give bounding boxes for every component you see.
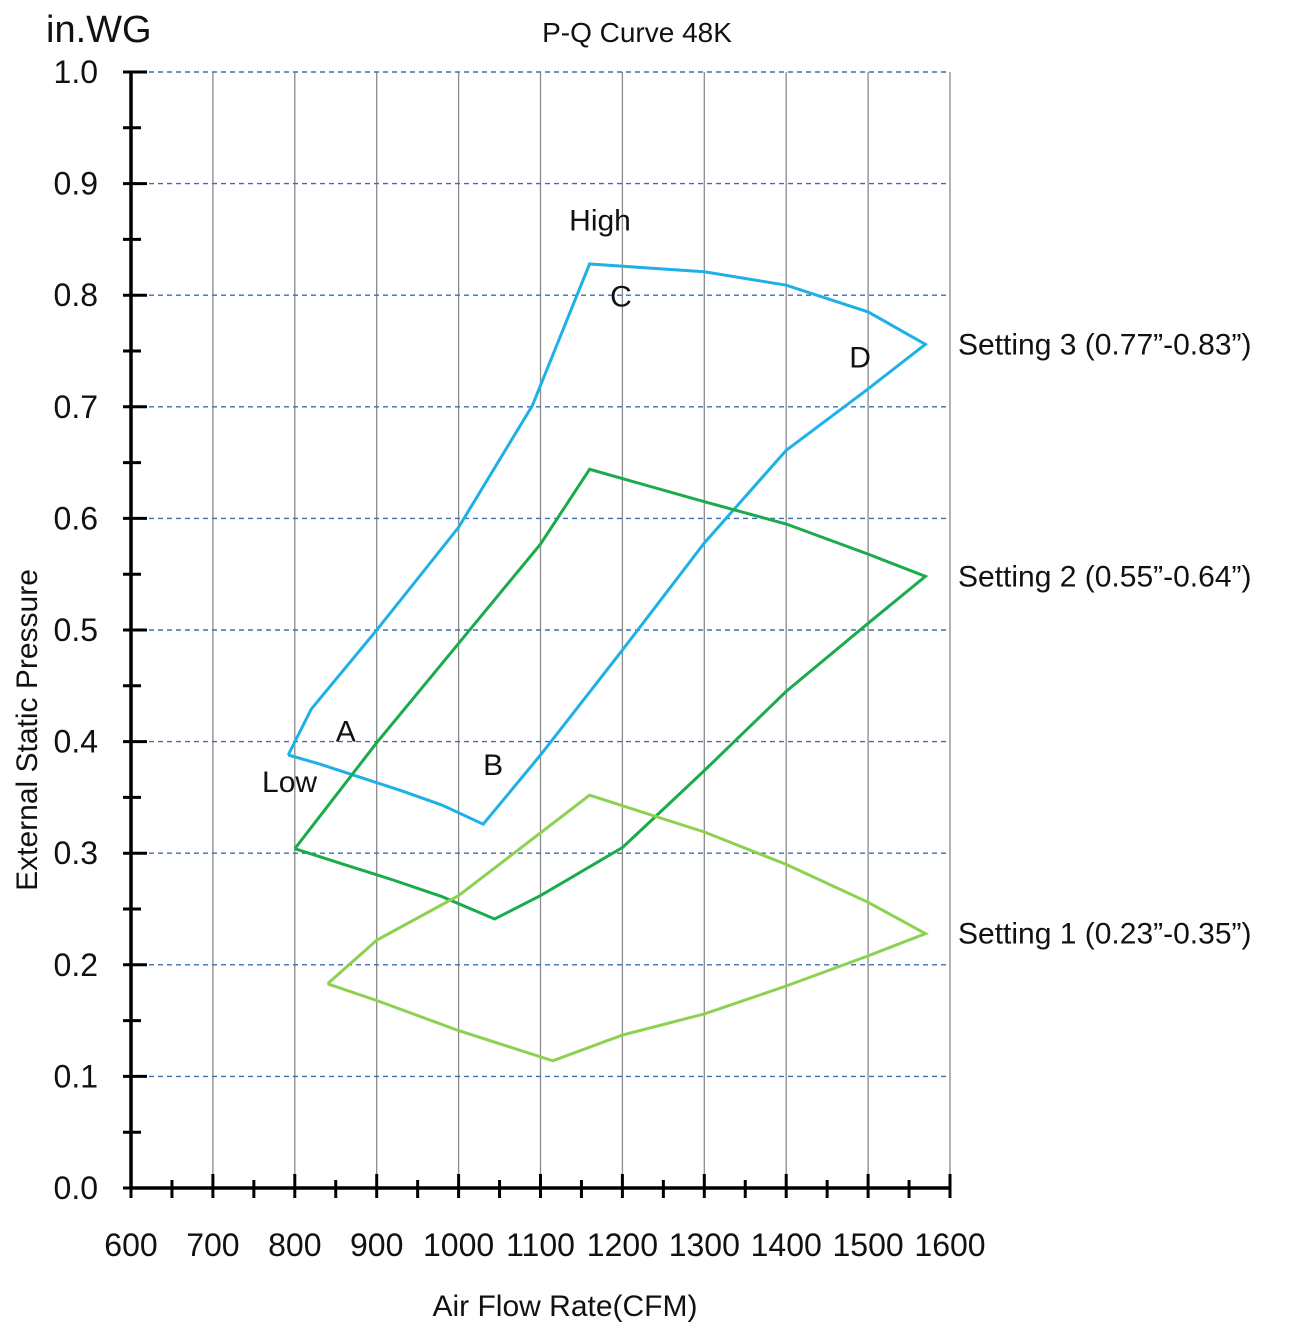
x-tick-label: 1500 bbox=[833, 1227, 904, 1263]
series-line-setting-2 bbox=[293, 467, 929, 921]
axis-layer bbox=[123, 70, 952, 1198]
x-tick-label: 800 bbox=[268, 1227, 321, 1263]
y-tick-label: 0.3 bbox=[54, 835, 98, 871]
y-tick-label: 0.0 bbox=[54, 1170, 98, 1206]
text-layer: in.WG P-Q Curve 48K Air Flow Rate(CFM) E… bbox=[11, 9, 1251, 1323]
x-tick-label: 1100 bbox=[506, 1227, 575, 1263]
annotation-high: High bbox=[569, 204, 631, 237]
x-axis-title: Air Flow Rate(CFM) bbox=[432, 1290, 697, 1323]
x-tick-label: 1300 bbox=[669, 1227, 740, 1263]
x-tick-label: 1400 bbox=[751, 1227, 822, 1263]
x-tick-label: 700 bbox=[186, 1227, 239, 1263]
y-axis-title: External Static Pressure bbox=[11, 569, 44, 891]
annotation-b: B bbox=[483, 749, 503, 782]
x-tick-label: 900 bbox=[350, 1227, 403, 1263]
series-layer bbox=[286, 262, 929, 1063]
annotation-c: C bbox=[610, 280, 632, 313]
y-tick-label: 0.2 bbox=[54, 947, 98, 983]
y-tick-label: 0.7 bbox=[54, 389, 98, 425]
x-tick-label: 1000 bbox=[423, 1227, 494, 1263]
annotation-low: Low bbox=[262, 766, 317, 799]
unit-label: in.WG bbox=[46, 9, 152, 51]
y-tick-label: 0.5 bbox=[54, 612, 98, 648]
series-label: Setting 1 (0.23”-0.35”) bbox=[958, 918, 1251, 951]
series-label: Setting 3 (0.77”-0.83”) bbox=[958, 328, 1251, 361]
series-line-setting-1 bbox=[326, 793, 929, 1063]
x-tick-label: 1600 bbox=[914, 1227, 985, 1263]
chart-title: P-Q Curve 48K bbox=[542, 17, 732, 48]
x-tick-label: 600 bbox=[104, 1227, 157, 1263]
annotation-d: D bbox=[849, 342, 871, 375]
y-tick-label: 0.9 bbox=[54, 166, 98, 202]
y-tick-label: 0.4 bbox=[54, 724, 98, 760]
series-label: Setting 2 (0.55”-0.64”) bbox=[958, 560, 1251, 593]
x-tick-label: 1200 bbox=[587, 1227, 658, 1263]
grid-layer bbox=[131, 71, 951, 1188]
series-line-setting-3 bbox=[286, 262, 929, 827]
y-tick-label: 0.1 bbox=[54, 1058, 98, 1094]
annotation-a: A bbox=[336, 716, 356, 749]
y-tick-label: 0.8 bbox=[54, 277, 98, 313]
y-tick-label: 1.0 bbox=[54, 54, 98, 90]
y-tick-label: 0.6 bbox=[54, 500, 98, 536]
